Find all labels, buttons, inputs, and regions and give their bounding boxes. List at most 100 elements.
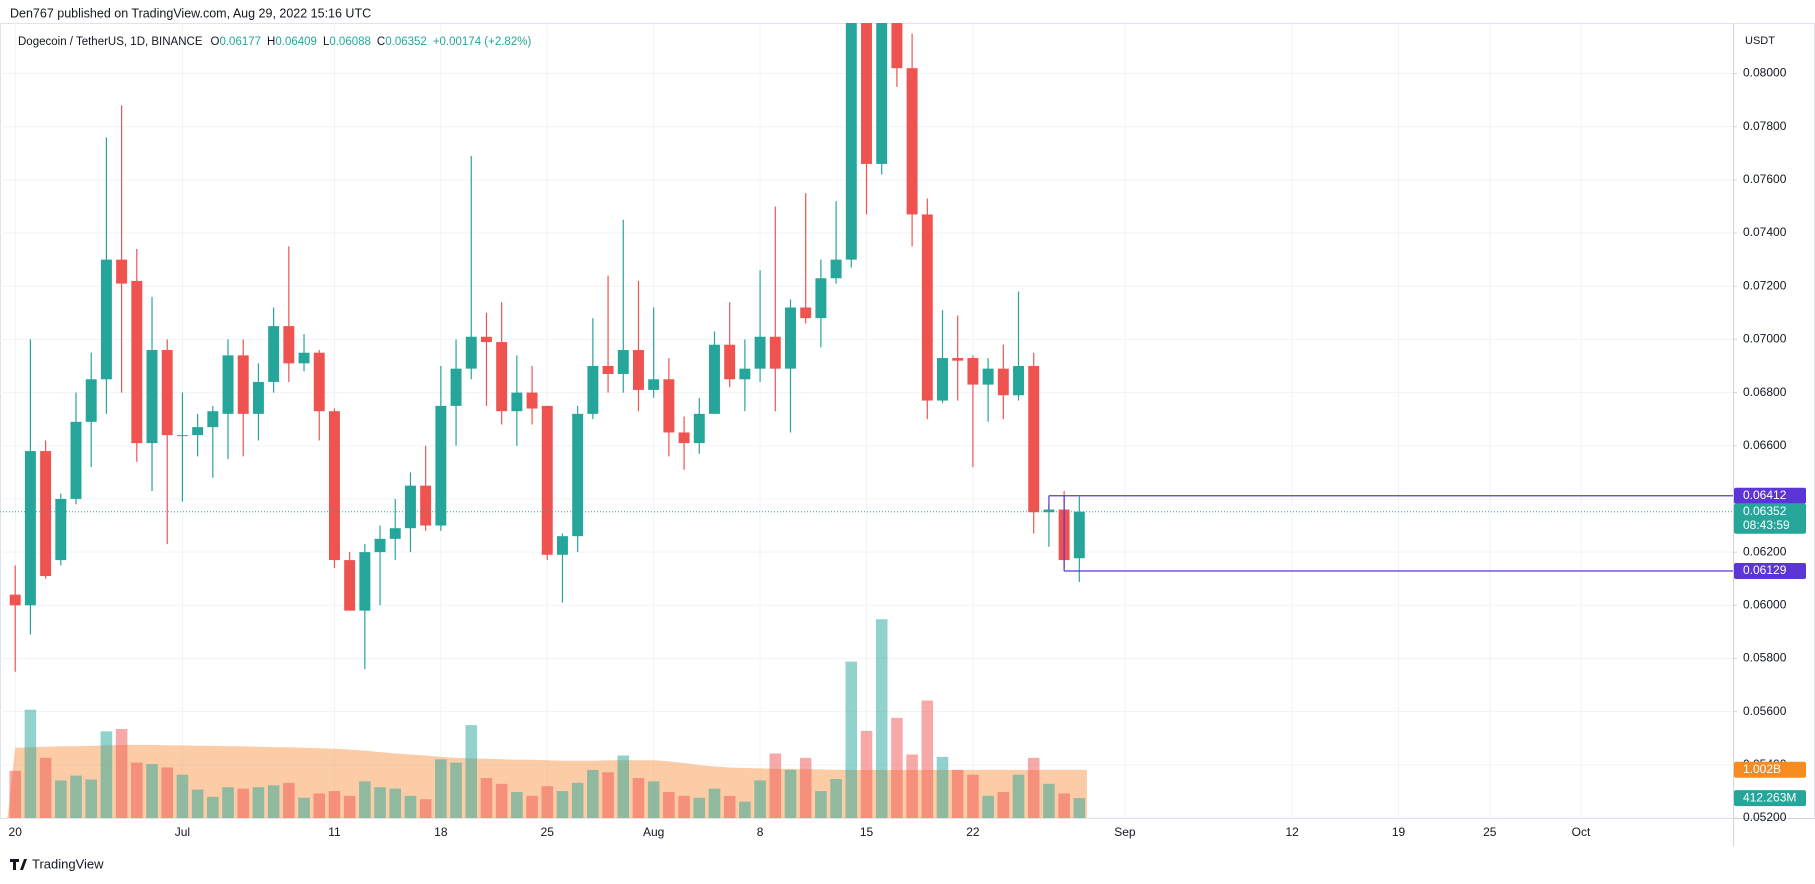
y-tick-label: 0.07600 bbox=[1743, 172, 1787, 186]
volume-bar bbox=[450, 762, 462, 818]
volume-label: 412.263M bbox=[1743, 790, 1796, 804]
volume-bar bbox=[632, 778, 645, 818]
candle-body bbox=[663, 379, 675, 433]
volume-bar bbox=[860, 730, 873, 818]
candle-body bbox=[176, 435, 188, 437]
x-tick-label: 18 bbox=[434, 825, 448, 839]
volume-bar bbox=[207, 796, 219, 818]
volume-bar bbox=[982, 795, 994, 818]
volume-bar bbox=[146, 764, 158, 818]
ohlc-value: 0.06088 bbox=[329, 36, 371, 48]
legend: Dogecoin / TetherUS, 1D, BINANCE O0.06177… bbox=[18, 36, 531, 48]
ohlc-key: C bbox=[377, 36, 385, 48]
candle-body bbox=[921, 214, 933, 401]
volume-bar bbox=[374, 787, 386, 818]
volume-bar bbox=[115, 728, 128, 818]
volume-bar bbox=[313, 793, 326, 818]
candle-body bbox=[541, 405, 553, 555]
y-tick-label: 0.05200 bbox=[1743, 810, 1787, 824]
volume-bar bbox=[328, 791, 341, 818]
volume-bar bbox=[511, 792, 523, 818]
y-tick-label: 0.07400 bbox=[1743, 225, 1787, 239]
x-tick-label: Jul bbox=[175, 825, 190, 839]
volume-bar bbox=[298, 797, 310, 818]
footer-brand: TradingView bbox=[32, 856, 104, 871]
candle-body bbox=[146, 350, 158, 444]
volume-bar bbox=[9, 770, 21, 818]
candle-body bbox=[815, 278, 827, 319]
candle-body bbox=[1013, 365, 1024, 396]
x-tick-label: 25 bbox=[541, 825, 555, 839]
y-tick-label: 0.06800 bbox=[1743, 385, 1787, 399]
volume-bar bbox=[967, 774, 979, 818]
volume-bar bbox=[526, 795, 538, 818]
candle-body bbox=[997, 368, 1009, 396]
volume-bar bbox=[754, 780, 766, 818]
y-tick-label: 0.07800 bbox=[1743, 119, 1787, 133]
volume-bar bbox=[1027, 757, 1040, 818]
volume-bar bbox=[875, 619, 888, 818]
x-tick-label: 25 bbox=[1483, 825, 1497, 839]
candle-body bbox=[937, 358, 948, 401]
x-tick-label: Sep bbox=[1114, 825, 1136, 839]
candle-body bbox=[435, 405, 447, 526]
x-tick-label: 15 bbox=[860, 825, 874, 839]
candle-body bbox=[1028, 365, 1040, 513]
volume-bar bbox=[389, 788, 402, 818]
volume-bar bbox=[70, 775, 82, 818]
volume-bar bbox=[161, 767, 173, 818]
candle-body bbox=[359, 552, 371, 611]
volume-bar bbox=[39, 757, 52, 818]
volume-bar bbox=[1043, 783, 1055, 818]
candle-body bbox=[617, 350, 629, 374]
volume-bar bbox=[24, 709, 37, 818]
x-tick-label: 20 bbox=[9, 825, 23, 839]
candle-body bbox=[739, 368, 751, 380]
candle-body bbox=[1043, 509, 1055, 513]
volume-bar bbox=[617, 755, 630, 818]
candle-body bbox=[70, 421, 82, 499]
volume-ma-label: 1.002B bbox=[1743, 762, 1781, 776]
volume-bar bbox=[799, 757, 812, 818]
candle-body bbox=[100, 259, 112, 380]
ohlc-key: O bbox=[211, 36, 220, 48]
y-unit: USDT bbox=[1745, 35, 1775, 47]
y-tick-label: 0.06600 bbox=[1743, 438, 1787, 452]
candle-body bbox=[709, 344, 720, 414]
published-note: Den767 published on TradingView.com, Aug… bbox=[10, 6, 371, 20]
candle-body bbox=[633, 350, 644, 390]
volume-bar bbox=[708, 788, 721, 818]
countdown-label: 08:43:59 bbox=[1743, 518, 1790, 532]
volume-bar bbox=[815, 791, 827, 818]
level-label: 0.06129 bbox=[1743, 563, 1787, 577]
candle-body bbox=[252, 381, 264, 414]
volume-bar bbox=[830, 779, 842, 818]
volume-bar bbox=[906, 754, 918, 818]
volume-bar bbox=[237, 788, 250, 818]
y-tick-label: 0.07000 bbox=[1743, 332, 1787, 346]
volume-bar bbox=[131, 762, 143, 818]
candle-body bbox=[450, 368, 462, 406]
volume-bar bbox=[571, 782, 584, 818]
candle-body bbox=[313, 352, 325, 412]
logo-icon bbox=[10, 859, 27, 870]
y-tick-label: 0.08000 bbox=[1743, 66, 1787, 80]
volume-bar bbox=[556, 791, 569, 818]
volume-bar bbox=[693, 797, 706, 818]
volume-bar bbox=[55, 780, 67, 818]
volume-pane bbox=[7, 619, 1087, 818]
candle-body bbox=[283, 326, 295, 364]
overlay: 0.052000.054000.056000.058000.060000.062… bbox=[0, 66, 1806, 839]
candle-body bbox=[678, 432, 690, 444]
y-tick-label: 0.07200 bbox=[1743, 278, 1787, 292]
volume-bar bbox=[267, 785, 280, 818]
candle-body bbox=[237, 355, 249, 414]
x-tick-label: 22 bbox=[966, 825, 980, 839]
candle-body bbox=[511, 392, 523, 412]
candle-body bbox=[693, 413, 705, 444]
candle-body bbox=[754, 336, 766, 369]
volume-bar bbox=[845, 661, 858, 818]
y-tick-label: 0.06000 bbox=[1743, 597, 1787, 611]
volume-bar bbox=[921, 700, 934, 818]
volume-bar bbox=[663, 792, 675, 818]
